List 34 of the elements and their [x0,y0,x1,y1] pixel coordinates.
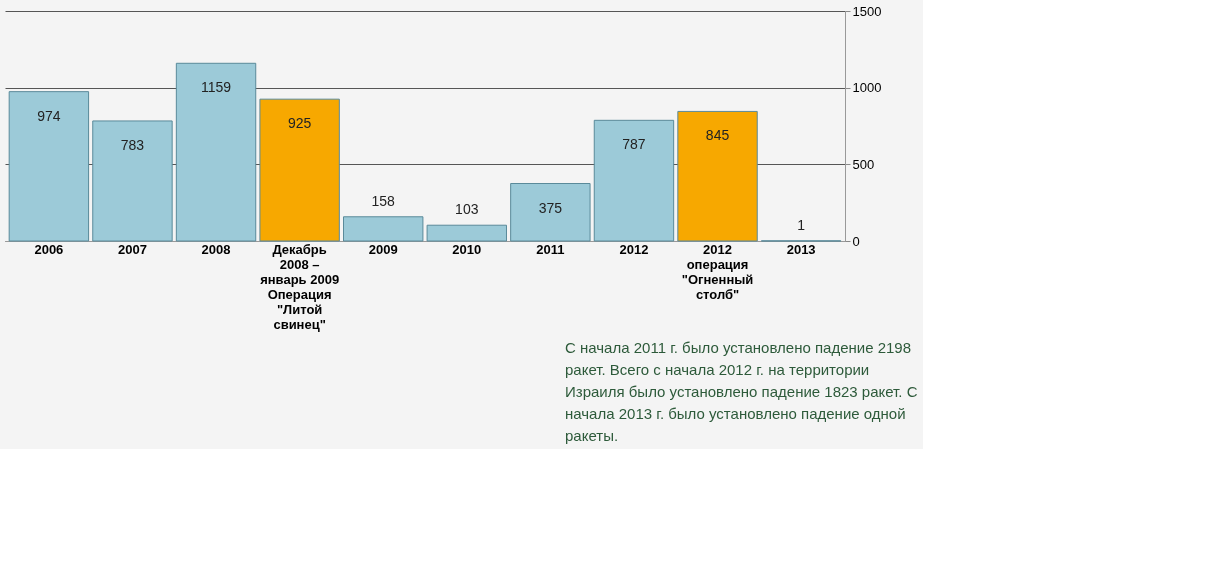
x-tick-label: 2008 [201,241,231,257]
data-label: 974 [37,107,61,124]
data-label: 845 [705,127,730,144]
data-label: 375 [538,199,563,216]
bar [259,98,340,242]
bar [677,110,758,242]
x-tick-label: 2013 [786,241,816,257]
data-label: 1159 [200,79,232,96]
x-tick-label: 2006 [34,241,64,257]
x-tick-label: Декабрь 2008 – январь 2009 Операция "Литой свинец" [260,241,340,332]
y-tick-label: 500 [852,156,875,172]
bar [593,119,675,242]
bar [175,62,257,242]
data-label: 158 [371,192,396,209]
bar [8,91,90,242]
x-tick-label: 2007 [118,241,147,257]
y-tick-label: 0 [852,233,860,249]
bar [426,224,507,242]
bar [92,120,173,242]
x-tick-label: 2012 [619,241,649,257]
x-tick-label: 2009 [368,241,398,257]
y-tick-label: 1500 [852,3,882,19]
data-label: 103 [455,201,479,218]
y-tick-label: 1000 [852,80,882,96]
data-label: 925 [287,115,312,132]
bar [510,183,591,242]
data-label: 787 [622,136,646,153]
data-label: 1 [797,216,806,233]
text: С начала 2011 г. было установлено падение 2198 ракет. Всего с начала 2012 г. на территории Израиля было установлено падение 1823 ракет. С начала 2013 г. было установлено падение одной ракеты. [565,339,918,444]
x-tick-label: 2011 [536,241,565,257]
x-tick-label: 2012 операция "Огненный столб" [681,241,754,302]
data-label: 783 [120,136,145,153]
x-tick-label: 2010 [452,241,482,257]
bar [343,216,424,242]
